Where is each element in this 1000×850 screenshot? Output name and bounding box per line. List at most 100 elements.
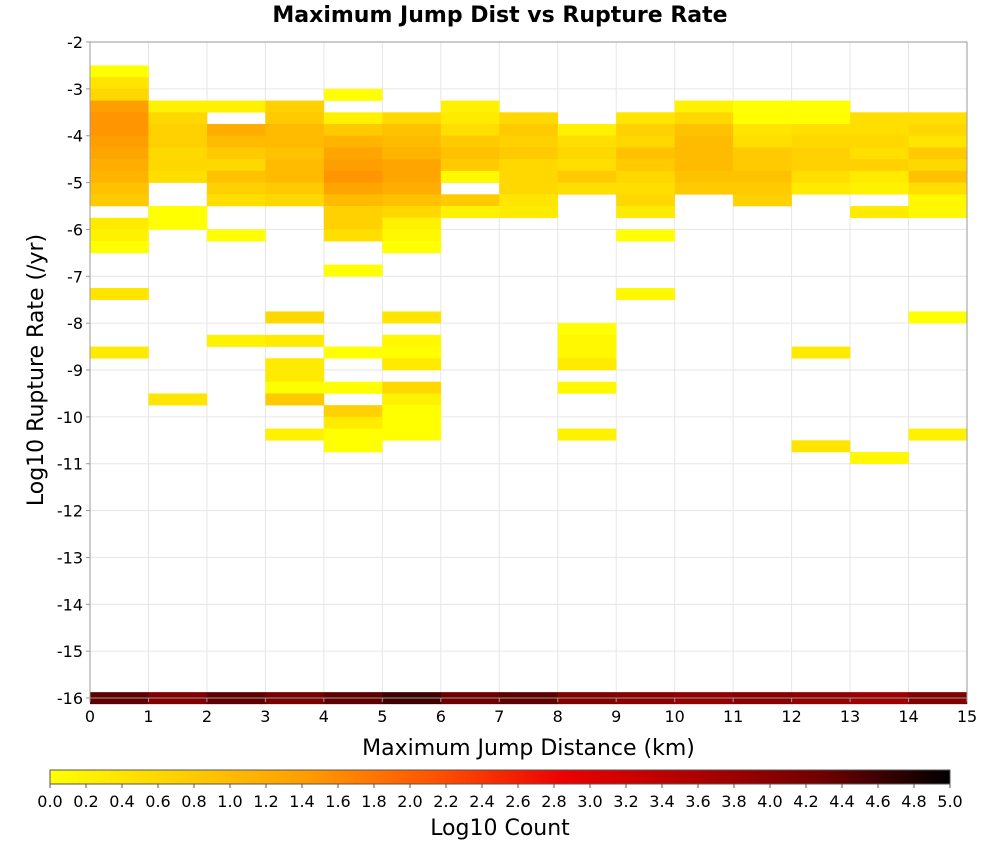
heatmap-cell [616, 147, 675, 160]
heatmap-cell [265, 334, 325, 347]
heatmap-cell [323, 112, 383, 125]
heatmap-cell [674, 159, 734, 172]
heatmap-cell [206, 170, 266, 183]
y-tick-label: -9 [67, 361, 83, 380]
heatmap-cell [382, 135, 442, 148]
heatmap-cell [265, 159, 325, 172]
heatmap-cell [90, 65, 149, 78]
y-tick-label: -2 [67, 33, 83, 52]
heatmap-cell [265, 393, 325, 406]
heatmap-cell [499, 112, 559, 125]
heatmap-cell [148, 135, 208, 148]
heatmap-cell [148, 217, 208, 230]
x-tick-label: 10 [664, 707, 684, 726]
heatmap-cell [616, 288, 675, 301]
colorbar-ticks: 0.0 0.2 0.4 0.6 0.8 1.0 1.2 1.4 1.6 1.8 2.0 2.2 2.4 2… [37, 784, 963, 811]
heatmap-cell [323, 147, 383, 160]
heatmap-cell [206, 334, 266, 347]
colorbar-tick-label: 4.4 [829, 792, 854, 811]
heatmap-cell [265, 100, 325, 113]
heatmap-cell [90, 170, 149, 183]
heatmap-cell [90, 194, 149, 207]
heatmap-cell [499, 170, 559, 183]
heatmap-cell [148, 124, 208, 137]
heatmap-cell [382, 334, 442, 347]
heatmap-cell [206, 229, 266, 242]
heatmap-cell [206, 194, 266, 207]
heatmap-cell [382, 217, 442, 230]
heatmap-cell [90, 124, 149, 137]
heatmap-cell [850, 452, 909, 465]
heatmap-cell [674, 147, 734, 160]
x-tick-label: 3 [260, 707, 270, 726]
y-tick-label: -6 [67, 220, 83, 239]
heatmap-cell [382, 112, 442, 125]
heatmap-cell [674, 170, 734, 183]
heatmap-cell [791, 100, 851, 113]
heatmap-cell [674, 182, 734, 195]
heatmap-cell [791, 440, 851, 453]
heatmap-cell [323, 229, 383, 242]
heatmap-cell [616, 229, 675, 242]
x-tick-label: 14 [898, 707, 918, 726]
heatmap-cell [323, 159, 383, 172]
heatmap-cell [791, 147, 851, 160]
heatmap-cell [90, 100, 149, 113]
heatmap-cell [323, 346, 383, 359]
heatmap-cell [791, 182, 851, 195]
heatmap-cell [90, 217, 149, 230]
x-tick-label: 1 [143, 707, 153, 726]
heatmap-cell [557, 381, 617, 394]
heatmap-cell [908, 170, 968, 183]
heatmap-cell [382, 358, 442, 371]
heatmap-cell [908, 194, 968, 207]
colorbar-tick-label: 4.6 [865, 792, 890, 811]
heatmap-cell [674, 112, 734, 125]
heatmap-cell [382, 124, 442, 137]
y-axis-title: Log10 Rupture Rate (/yr) [24, 234, 49, 506]
colorbar-tick-label: 0.8 [181, 792, 206, 811]
heatmap-cell [499, 147, 559, 160]
heatmap-cell [908, 147, 968, 160]
colorbar-tick-label: 1.2 [253, 792, 278, 811]
heatmap-cell [148, 206, 208, 219]
heatmap-cell [908, 182, 968, 195]
colorbar-tick-label: 3.8 [721, 792, 746, 811]
heatmap-cell [265, 381, 325, 394]
heatmap-cell [440, 170, 500, 183]
heatmap-cell [148, 159, 208, 172]
heatmap-cell [499, 135, 559, 148]
heatmap-cell [90, 77, 149, 90]
heatmap-cell [557, 334, 617, 347]
heatmap-cell [850, 147, 909, 160]
heatmap-cell [557, 428, 617, 441]
heatmap-cell [733, 100, 792, 113]
x-tick-label: 13 [840, 707, 860, 726]
heatmap-cell [148, 147, 208, 160]
heatmap-cell [90, 288, 149, 301]
heatmap-cell [148, 112, 208, 125]
heatmap-cell [499, 194, 559, 207]
heatmap-cell [733, 147, 792, 160]
heatmap-cell [850, 124, 909, 137]
heatmap-cell [440, 112, 500, 125]
heatmap-cell [791, 124, 851, 137]
heatmap-cell [850, 112, 909, 125]
heatmap-cell [908, 135, 968, 148]
y-tick-label: -3 [67, 80, 83, 99]
heatmap-cell [265, 124, 325, 137]
heatmap-cell [557, 358, 617, 371]
heatmap-cell [908, 124, 968, 137]
x-tick-label: 0 [85, 707, 95, 726]
heatmap-cell [265, 170, 325, 183]
heatmap-cell [733, 159, 792, 172]
x-axis-ticks: 0 1 2 3 4 5 6 7 8 9 10 11 12 13 14 15 [85, 698, 977, 726]
x-tick-label: 8 [553, 707, 563, 726]
heatmap-cell [265, 182, 325, 195]
colorbar-tick-label: 4.0 [757, 792, 782, 811]
heatmap-cell [616, 159, 675, 172]
heatmap-cell [323, 440, 383, 453]
heatmap-cell [382, 346, 442, 359]
colorbar-tick-label: 1.4 [289, 792, 314, 811]
heatmap-cell [323, 135, 383, 148]
